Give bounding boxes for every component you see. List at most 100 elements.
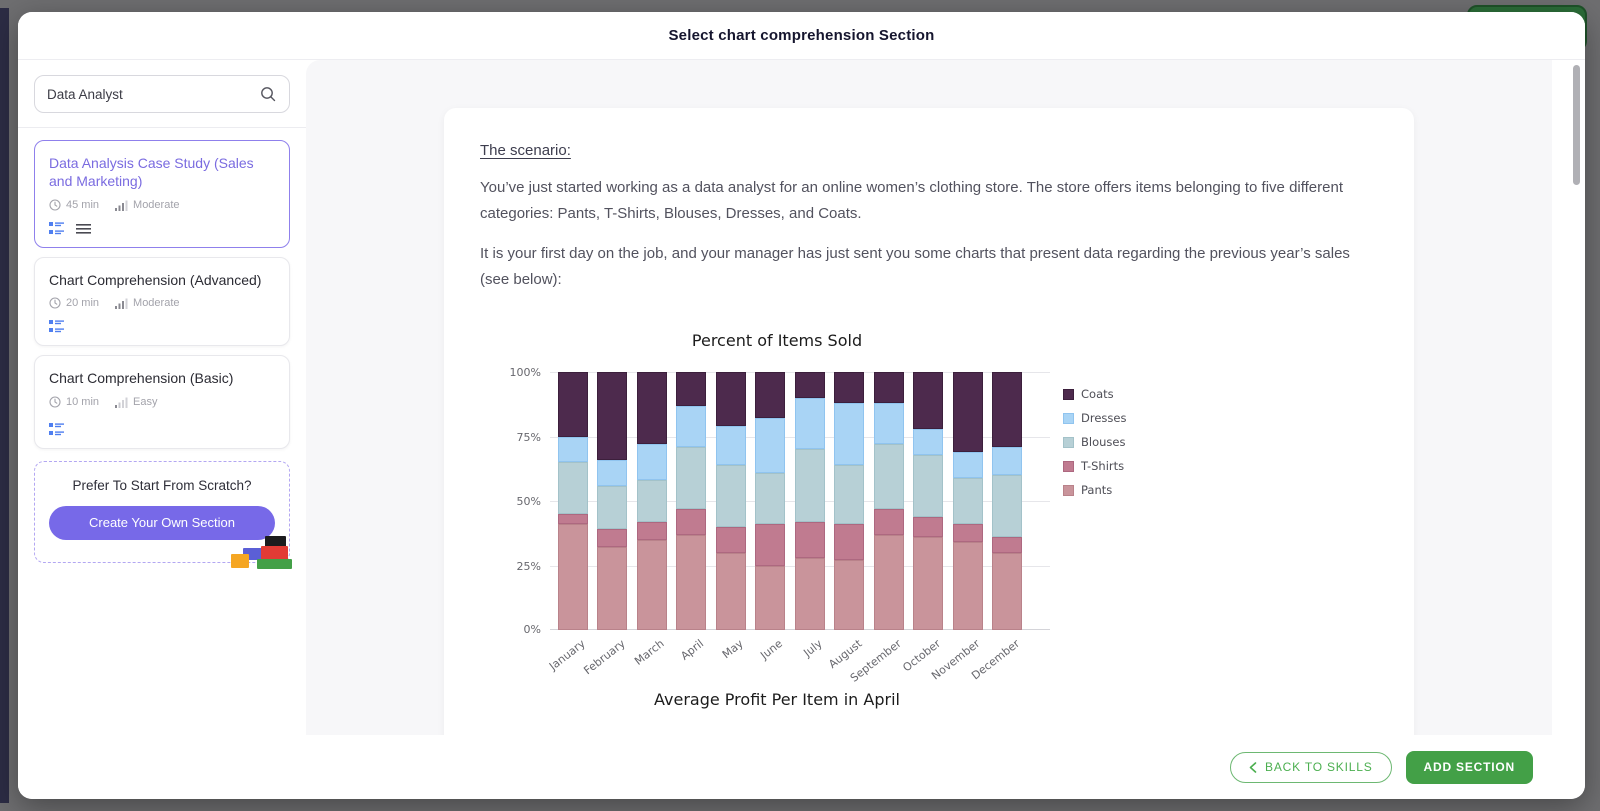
segment-t-shirts [873, 508, 904, 535]
segment-t-shirts [636, 521, 667, 540]
segment-pants [558, 524, 588, 630]
duration-label: 45 min [66, 198, 100, 211]
bar-february [597, 372, 628, 630]
bar-september [873, 372, 904, 630]
clock-icon [49, 297, 61, 309]
question-list-icon [49, 221, 64, 236]
segment-pants [715, 552, 746, 630]
x-label: August [825, 637, 865, 671]
add-section-button[interactable]: ADD SECTION [1405, 750, 1533, 784]
segment-blouses [834, 464, 865, 525]
segment-pants [597, 547, 628, 630]
search-icon [259, 85, 277, 103]
vertical-scrollbar-thumb[interactable] [1573, 65, 1580, 185]
bar-january [558, 372, 588, 630]
section-card-data-analysis-case-study[interactable]: Data Analysis Case Study (Sales and Mark… [34, 140, 290, 248]
segment-blouses [873, 444, 904, 509]
segment-dresses [715, 426, 746, 465]
x-label: July [801, 637, 825, 660]
legend-item-coats: Coats [1063, 387, 1126, 401]
search-box[interactable] [34, 75, 290, 113]
legend-swatch [1063, 388, 1074, 400]
bar-august [834, 372, 865, 630]
x-label: April [678, 637, 707, 663]
segment-dresses [755, 418, 786, 473]
segment-dresses [676, 405, 707, 447]
x-label: January [547, 637, 589, 673]
segment-dresses [873, 402, 904, 445]
segment-pants [755, 565, 786, 630]
search-input[interactable] [47, 86, 259, 102]
section-card-title: Chart Comprehension (Advanced) [49, 271, 262, 288]
scenario-paragraph-1: You’ve just started working as a data an… [480, 179, 1343, 222]
segment-blouses [636, 480, 667, 522]
x-label: December [969, 637, 1022, 683]
segment-coats [597, 372, 628, 460]
section-card-title: Chart Comprehension (Basic) [49, 370, 234, 387]
legend-swatch [1063, 460, 1074, 472]
chevron-left-icon [1249, 761, 1257, 773]
segment-t-shirts [755, 524, 786, 566]
bar-july [794, 372, 825, 630]
create-your-own-section-button[interactable]: Create Your Own Section [49, 505, 275, 540]
x-label: October [900, 637, 944, 675]
x-labels: January February March April May June July Augu… [547, 630, 1050, 692]
segment-pants [873, 534, 904, 630]
legend-label: Pants [1081, 483, 1113, 497]
section-card-chart-comprehension-basic[interactable]: Chart Comprehension (Basic) 10 min Easy [34, 355, 290, 449]
modal-header: Select chart comprehension Section [18, 12, 1585, 60]
difficulty-label: Moderate [133, 297, 180, 310]
chart-title: Percent of Items Sold [691, 331, 863, 350]
legend-item-t-shirts: T-Shirts [1063, 459, 1126, 473]
y-tick-label: 25% [516, 559, 541, 573]
x-label: February [581, 637, 628, 678]
segment-blouses [558, 462, 588, 514]
segment-blouses [597, 485, 628, 530]
average-profit-chart: Average Profit Per Item in April $35 [480, 690, 1378, 735]
segment-t-shirts [558, 513, 588, 525]
segment-coats [873, 372, 904, 403]
segment-blouses [715, 464, 746, 527]
question-list-icon [49, 319, 64, 334]
segment-blouses [913, 454, 944, 517]
segment-dresses [794, 397, 825, 450]
segment-pants [834, 560, 865, 630]
start-from-scratch-box: Prefer To Start From Scratch? Create You… [34, 460, 292, 569]
segment-t-shirts [794, 521, 825, 558]
segment-pants [952, 542, 983, 630]
y-tick-label: 50% [516, 495, 541, 508]
segment-t-shirts [991, 537, 1022, 553]
background-app-strip [0, 8, 9, 803]
duration-label: 20 min [66, 297, 100, 310]
segment-blouses [991, 475, 1022, 538]
segment-dresses [558, 436, 588, 463]
select-section-modal: Select chart comprehension Section Data … [18, 12, 1585, 799]
section-card-chart-comprehension-advanced[interactable]: Chart Comprehension (Advanced) 20 min Mo… [34, 256, 290, 347]
signal-bars-icon [115, 297, 128, 310]
clock-icon [49, 396, 61, 408]
segment-coats [755, 372, 786, 419]
legend-item-blouses: Blouses [1063, 435, 1126, 449]
x-label: May [719, 637, 746, 662]
segment-blouses [755, 472, 786, 525]
y-tick-label: 75% [516, 430, 541, 444]
duration-label: 10 min [66, 395, 100, 408]
plot-area: January February March April May June July Augu… [510, 366, 1050, 685]
back-to-skills-button[interactable]: BACK TO SKILLS [1230, 751, 1392, 783]
segment-t-shirts [913, 516, 944, 538]
x-label: June [758, 637, 786, 663]
segment-coats [913, 372, 944, 429]
bar-march [636, 372, 667, 630]
back-to-skills-label: BACK TO SKILLS [1265, 760, 1373, 774]
segment-coats [834, 372, 865, 403]
section-sidebar: Data Analysis Case Study (Sales and Mark… [18, 60, 306, 735]
segment-t-shirts [952, 524, 983, 543]
x-label: March [632, 637, 667, 668]
legend-item-dresses: Dresses [1063, 411, 1126, 425]
legend-label: Blouses [1081, 435, 1126, 449]
section-preview-panel: The scenario: You’ve just started workin… [306, 60, 1552, 735]
segment-coats [558, 372, 588, 437]
y-tick-label: 100% [509, 366, 541, 379]
segment-pants [991, 552, 1022, 630]
lego-bricks-illustration [226, 529, 292, 569]
